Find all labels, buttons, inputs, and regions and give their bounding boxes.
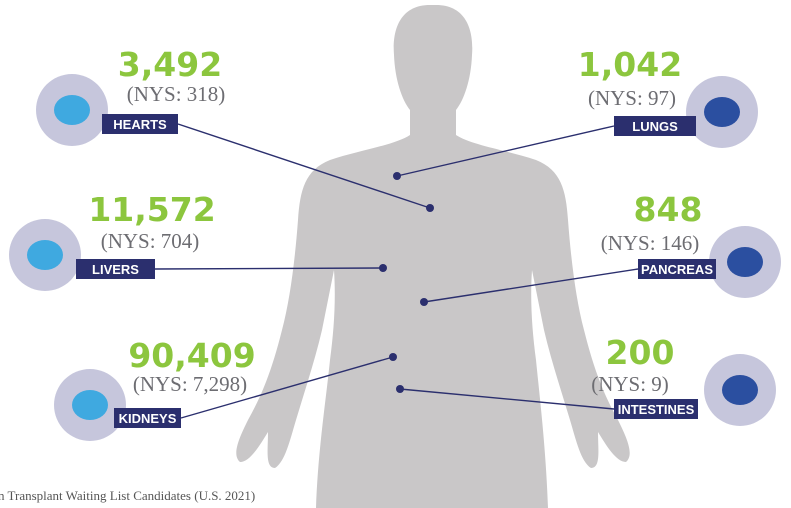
connector-dot	[389, 353, 397, 361]
count: 200	[606, 333, 675, 372]
organ-label: LIVERS	[92, 262, 139, 277]
organ-icon	[727, 247, 763, 277]
connector-dot	[396, 385, 404, 393]
organ-label: LUNGS	[632, 119, 678, 134]
count: 90,409	[128, 336, 255, 375]
organ-icon	[27, 240, 63, 270]
caption: n Transplant Waiting List Candidates (U.…	[0, 488, 255, 503]
organ-icon	[704, 97, 740, 127]
organ-label: HEARTS	[113, 117, 167, 132]
nys-count: (NYS: 318)	[127, 82, 226, 106]
infographic: HEARTS 3,492(NYS: 318) LUNGS 1,042(NYS: 97)…	[0, 0, 791, 508]
organ-label: KIDNEYS	[119, 411, 177, 426]
organ-label: INTESTINES	[618, 402, 695, 417]
body-silhouette	[236, 5, 629, 508]
connector-dot	[379, 264, 387, 272]
count: 11,572	[88, 190, 215, 229]
count: 848	[634, 190, 703, 229]
nys-count: (NYS: 704)	[101, 229, 200, 253]
connector-dot	[420, 298, 428, 306]
nys-count: (NYS: 146)	[601, 231, 700, 255]
count: 3,492	[118, 45, 222, 84]
organ-label: PANCREAS	[641, 262, 713, 277]
organ-icon	[722, 375, 758, 405]
organ-icon	[72, 390, 108, 420]
connector-dot	[393, 172, 401, 180]
nys-count: (NYS: 9)	[591, 372, 669, 396]
organ-icon	[54, 95, 90, 125]
nys-count: (NYS: 97)	[588, 86, 676, 110]
count: 1,042	[578, 45, 682, 84]
nys-count: (NYS: 7,298)	[133, 372, 247, 396]
connector-dot	[426, 204, 434, 212]
